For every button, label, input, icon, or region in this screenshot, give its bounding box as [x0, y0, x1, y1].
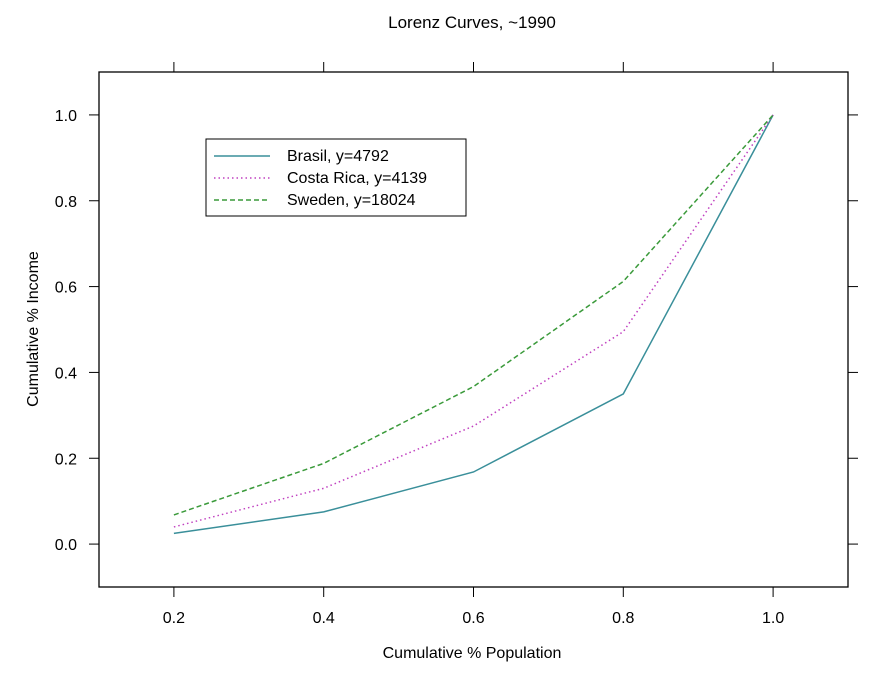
- x-axis: 0.2 0.4 0.6 0.8 1.0: [163, 62, 784, 627]
- y-axis: 0.0 0.2 0.4 0.6 0.8 1.0: [55, 108, 858, 554]
- y-axis-label: Cumulative % Income: [25, 251, 42, 407]
- y-tick-label: 0.8: [55, 194, 77, 211]
- x-tick-label: 0.8: [612, 610, 634, 627]
- legend-label: Sweden, y=18024: [287, 192, 416, 209]
- chart-title: Lorenz Curves, ~1990: [388, 13, 556, 32]
- x-tick-label: 0.6: [462, 610, 484, 627]
- y-tick-label: 1.0: [55, 108, 77, 125]
- x-tick-label: 0.4: [313, 610, 335, 627]
- series-line-0: [173, 114, 774, 535]
- x-tick-label: 1.0: [762, 610, 784, 627]
- y-tick-label: 0.0: [55, 537, 77, 554]
- y-tick-label: 0.2: [55, 451, 77, 468]
- legend-box: [205, 138, 467, 217]
- x-axis-label: Cumulative % Population: [383, 645, 562, 662]
- series-lines: [173, 114, 774, 535]
- legend-label: Costa Rica, y=4139: [287, 170, 427, 187]
- y-tick-label: 0.4: [55, 365, 77, 382]
- series-line-1: [173, 114, 774, 528]
- y-tick-label: 0.6: [55, 280, 77, 297]
- series-line-2: [173, 114, 774, 516]
- legend: Brasil, y=4792 Costa Rica, y=4139 Sweden, …: [205, 138, 467, 217]
- legend-label: Brasil, y=4792: [287, 148, 389, 165]
- x-tick-label: 0.2: [163, 610, 185, 627]
